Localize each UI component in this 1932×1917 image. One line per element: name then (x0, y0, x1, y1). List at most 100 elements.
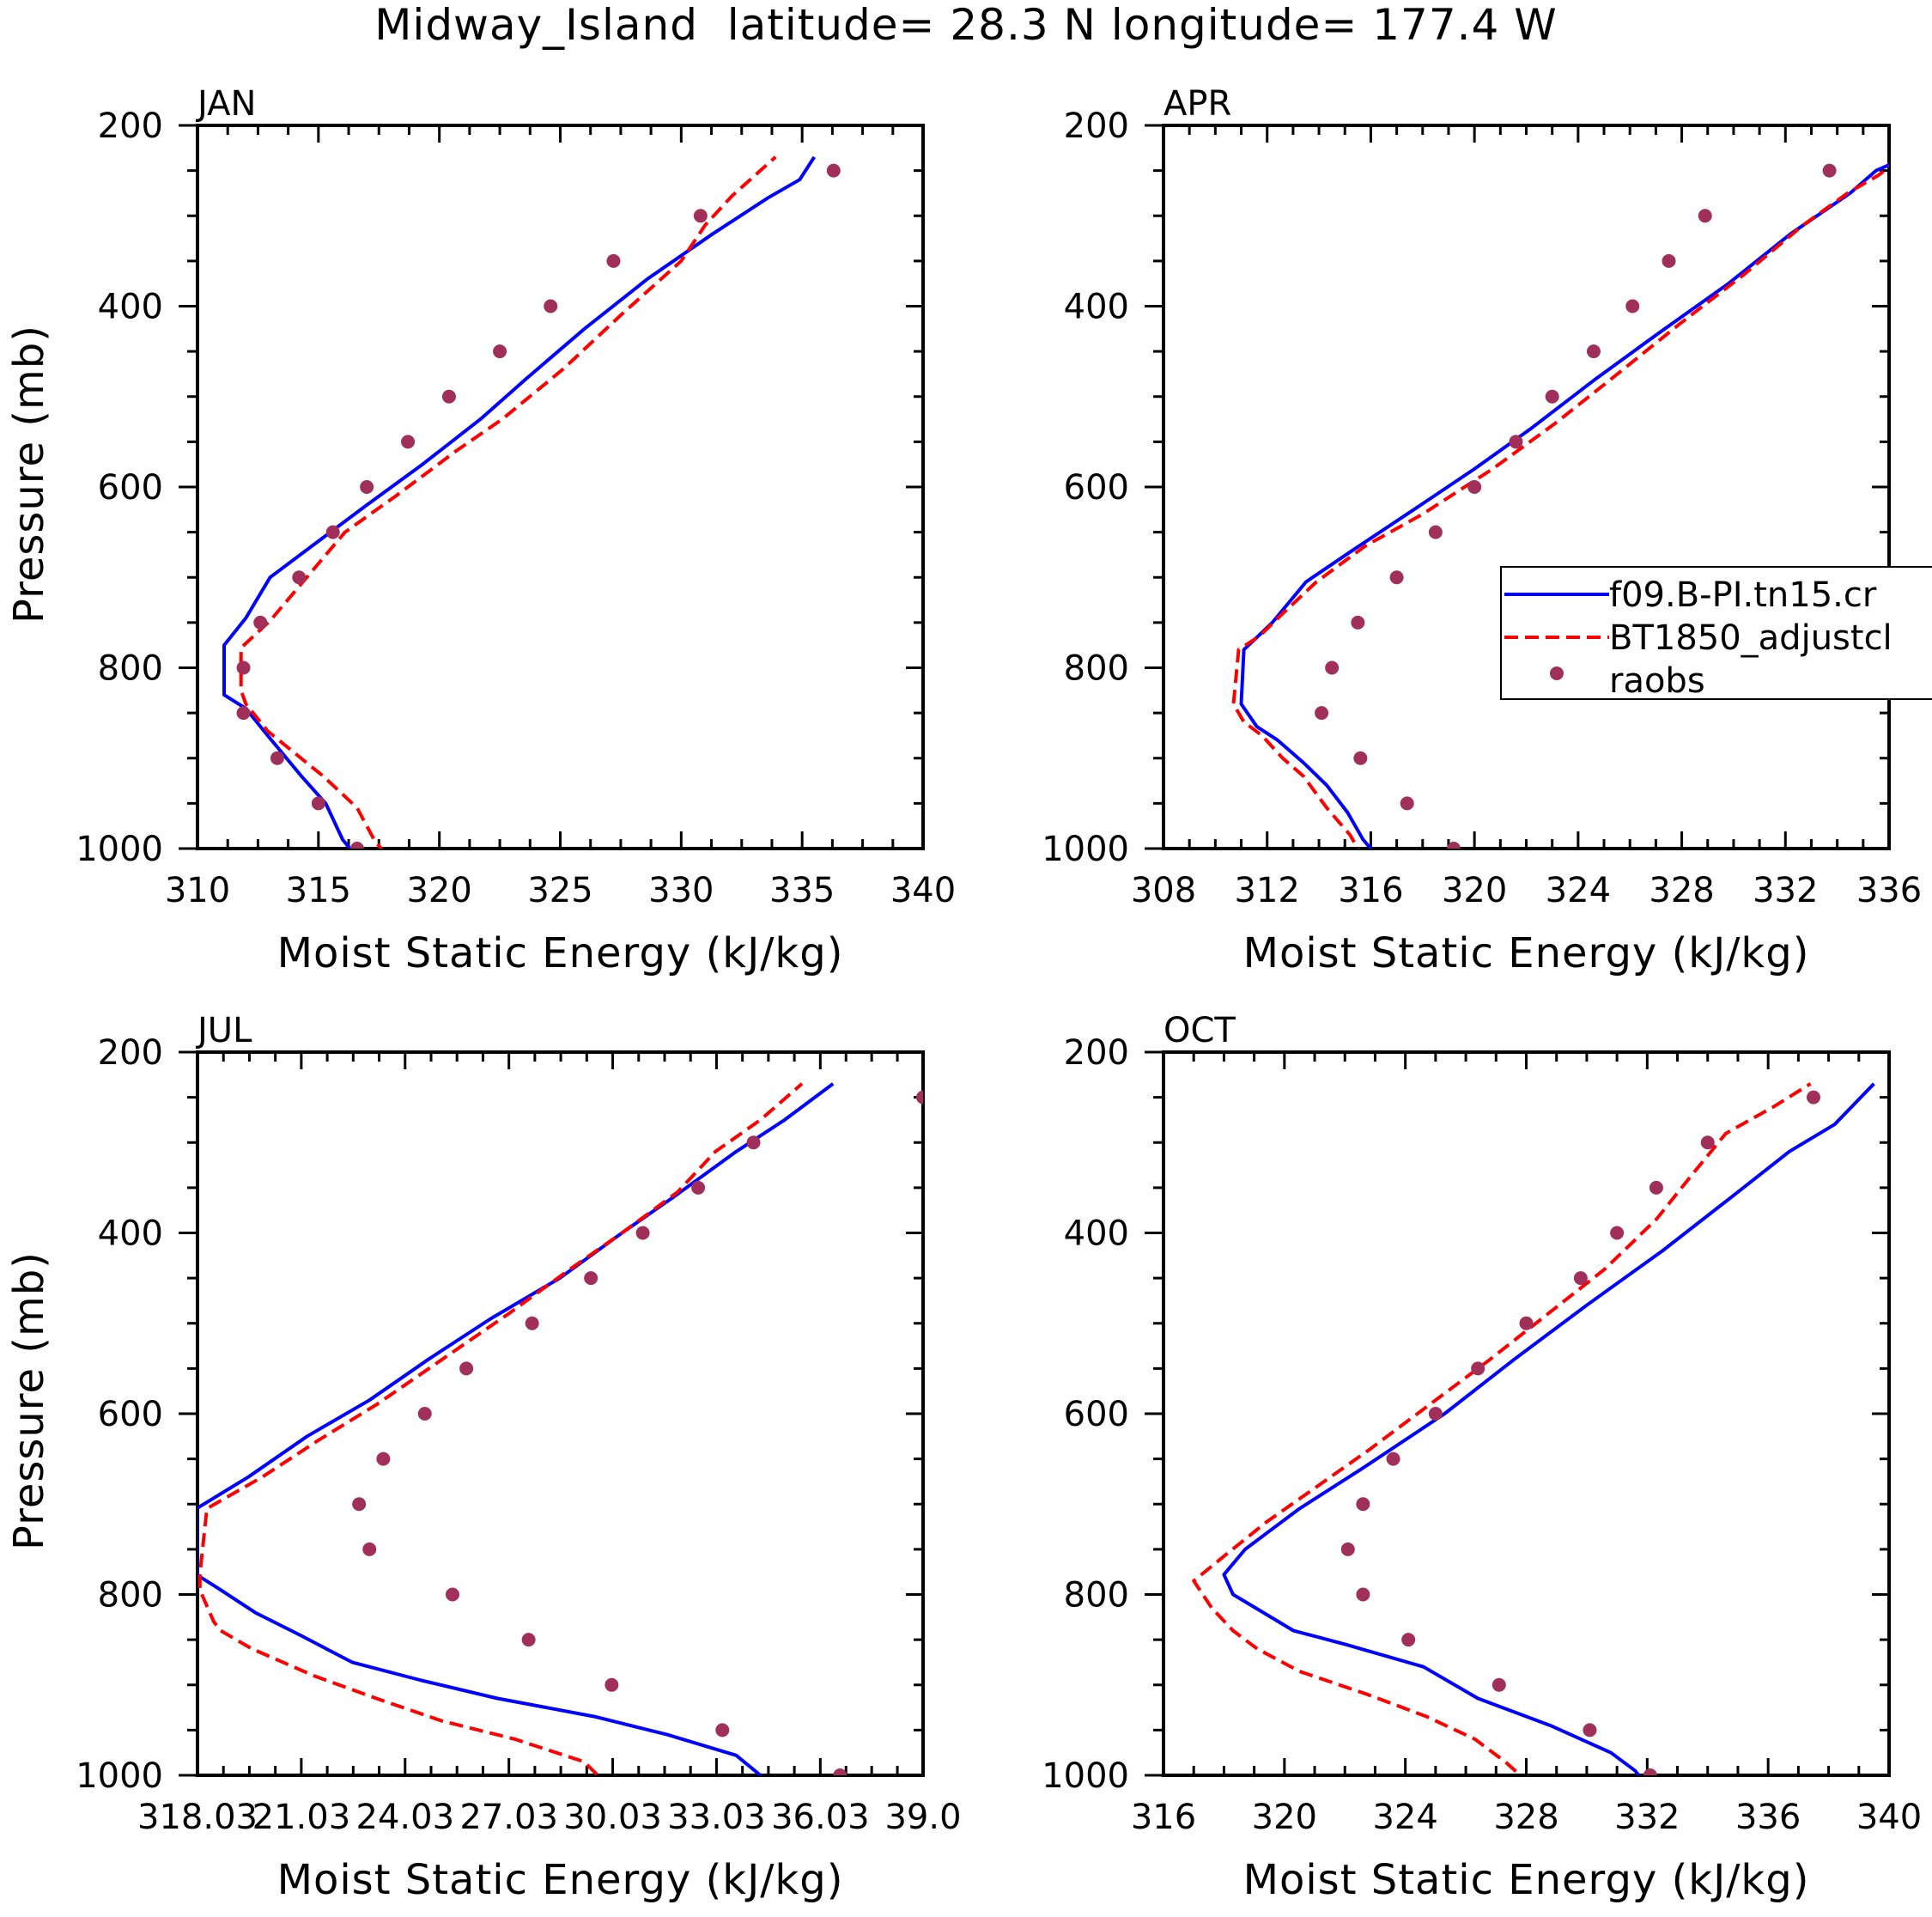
y-tick-label: 400 (98, 288, 163, 327)
y-tick-label: 1000 (1042, 830, 1129, 869)
raobs-point (715, 1723, 730, 1737)
legend-box (1500, 566, 1932, 700)
raobs-point (376, 1451, 391, 1466)
x-tick-label: 318.03 (137, 1798, 258, 1837)
raobs-point (352, 1497, 367, 1512)
raobs-point (253, 615, 268, 630)
y-tick-label: 600 (1064, 468, 1129, 508)
y-tick-label: 1000 (76, 1756, 163, 1796)
x-tick-label: 325 (527, 871, 592, 910)
x-tick-label: 316 (1338, 871, 1403, 910)
y-tick-label: 200 (1064, 1033, 1129, 1073)
y-tick-label: 400 (98, 1214, 163, 1254)
y-tick-label: 400 (1064, 288, 1129, 327)
raobs-point (349, 842, 364, 849)
raobs-point (441, 389, 456, 404)
raobs-point (1356, 1497, 1370, 1512)
panel-label: OCT (1163, 1011, 1236, 1050)
raobs-point (544, 299, 558, 313)
x-tick-label: 21.03 (252, 1798, 351, 1837)
y-tick-label: 800 (1064, 649, 1129, 689)
panel-apr: APR 308 312 316 320 324 328 332 336 200 400 600 800 1… (1042, 84, 1922, 977)
x-tick-label: 308 (1131, 871, 1196, 910)
raobs-point (1471, 1361, 1485, 1376)
x-tick-label: 324 (1546, 871, 1611, 910)
raobs-point (1610, 1226, 1625, 1240)
x-tick-label: 328 (1649, 871, 1714, 910)
raobs-point (360, 480, 374, 494)
legend-label: BT1850_adjustcl (1609, 618, 1893, 658)
raobs-point (1586, 344, 1601, 359)
raobs-point (1353, 751, 1368, 765)
y-tick-label: 200 (98, 1033, 163, 1073)
raobs-point (1492, 1677, 1506, 1692)
legend-marker-raobs (1550, 666, 1564, 680)
raobs-point (311, 796, 325, 811)
raobs-point (1401, 1633, 1416, 1647)
raobs-point (1545, 389, 1559, 404)
raobs-point (325, 525, 340, 539)
raobs-point (445, 1587, 459, 1602)
raobs-point (1700, 1135, 1715, 1150)
plot-data (197, 1082, 923, 1775)
y-tick-label: 800 (98, 649, 163, 689)
adjust-line (239, 155, 777, 849)
plot-data (1192, 1082, 1875, 1775)
raobs-point (1662, 253, 1676, 268)
x-tick-label: 330 (648, 871, 714, 910)
raobs-point (635, 1226, 650, 1240)
x-tick-label: 316 (1131, 1798, 1196, 1837)
raobs-point (417, 1407, 432, 1421)
raobs-point (1356, 1587, 1370, 1602)
y-tick-label: 1000 (76, 830, 163, 869)
raobs-point (1698, 209, 1712, 223)
raobs-point (584, 1271, 598, 1286)
x-axis-title: Moist Static Energy (kJ/kg) (1243, 929, 1810, 977)
x-axis-title: Moist Static Energy (kJ/kg) (277, 1856, 844, 1904)
x-axis-title: Moist Static Energy (kJ/kg) (1243, 1856, 1810, 1904)
x-tick-label: 324 (1372, 1798, 1437, 1837)
x-tick-label: 335 (769, 871, 835, 910)
raobs-point (691, 1180, 706, 1195)
raobs-point (362, 1542, 377, 1556)
x-tick-label: 33.03 (667, 1798, 766, 1837)
raobs-point (401, 435, 416, 449)
raobs-point (1315, 706, 1329, 721)
y-tick-label: 200 (98, 106, 163, 146)
raobs-point (525, 1316, 539, 1330)
raobs-point (1447, 842, 1461, 849)
y-tick-label: 1000 (1042, 1756, 1129, 1796)
y-tick-label: 200 (1064, 106, 1129, 146)
panel-label: JAN (195, 84, 256, 124)
x-tick-label: 24.03 (356, 1798, 455, 1837)
x-tick-label: 320 (406, 871, 471, 910)
adjust-line (197, 1082, 804, 1775)
raobs-point (292, 570, 307, 585)
raobs-point (1583, 1723, 1597, 1737)
x-tick-label: 36.03 (771, 1798, 870, 1837)
x-tick-label: 332 (1614, 1798, 1680, 1837)
raobs-point (1400, 796, 1414, 811)
y-tick-label: 800 (98, 1576, 163, 1616)
panels: JAN 310 315 320 325 330 335 340 200 400 600 800 1000… (5, 84, 1922, 1904)
raobs-point (236, 706, 251, 721)
panel-oct: OCT 316 320 324 328 332 336 340 200 400 600 800 1000… (1042, 1011, 1922, 1904)
x-tick-label: 340 (890, 871, 956, 910)
x-tick-label: 320 (1442, 871, 1507, 910)
raobs-point (746, 1135, 761, 1150)
figure-title: Midway_Island latitude= 28.3 N longitude… (374, 0, 1557, 50)
model-line (1239, 162, 1889, 849)
model-line (1222, 1082, 1875, 1775)
raobs-point (459, 1361, 474, 1376)
y-tick-label: 400 (1064, 1214, 1129, 1254)
raobs-point (1467, 480, 1482, 494)
model-line (222, 155, 816, 849)
x-tick-label: 27.03 (459, 1798, 558, 1837)
panel-jan: JAN 310 315 320 325 330 335 340 200 400 600 800 1000… (5, 84, 956, 977)
x-tick-label: 336 (1856, 871, 1922, 910)
raobs-point (1806, 1090, 1820, 1105)
raobs-point (1625, 299, 1640, 313)
x-tick-label: 328 (1493, 1798, 1558, 1837)
